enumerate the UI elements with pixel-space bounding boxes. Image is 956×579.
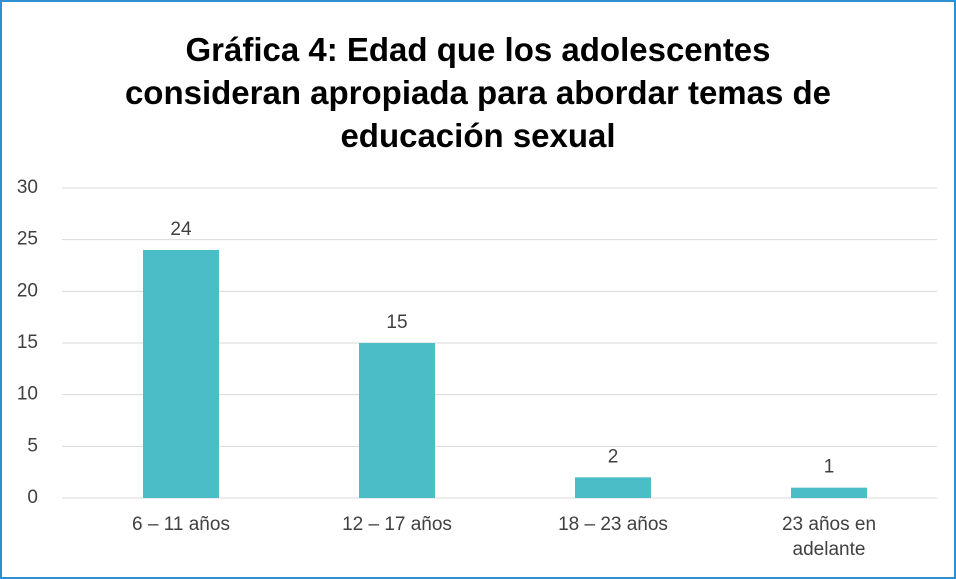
- data-label: 15: [386, 312, 407, 333]
- data-label: 1: [824, 457, 835, 478]
- bar: [575, 477, 651, 498]
- x-tick-label: 18 – 23 años: [558, 514, 668, 535]
- y-tick-label: 10: [17, 384, 38, 405]
- data-label: 2: [608, 446, 619, 467]
- x-tick-label: 6 – 11 años: [132, 514, 230, 535]
- bar: [791, 487, 867, 498]
- y-tick-label: 5: [27, 435, 38, 456]
- chart-title: Gráfica 4: Edad que los adolescentes cons…: [125, 31, 831, 154]
- y-tick-label: 25: [17, 229, 38, 250]
- y-tick-label: 30: [17, 177, 38, 198]
- x-tick-label: 23 años en adelante: [782, 514, 876, 560]
- y-tick-label: 20: [17, 280, 38, 301]
- y-tick-label: 0: [27, 487, 38, 508]
- data-label: 24: [170, 219, 192, 240]
- y-tick-label: 15: [17, 332, 38, 353]
- x-tick-label: 12 – 17 años: [342, 514, 452, 535]
- bar: [143, 250, 219, 498]
- bar: [359, 343, 435, 498]
